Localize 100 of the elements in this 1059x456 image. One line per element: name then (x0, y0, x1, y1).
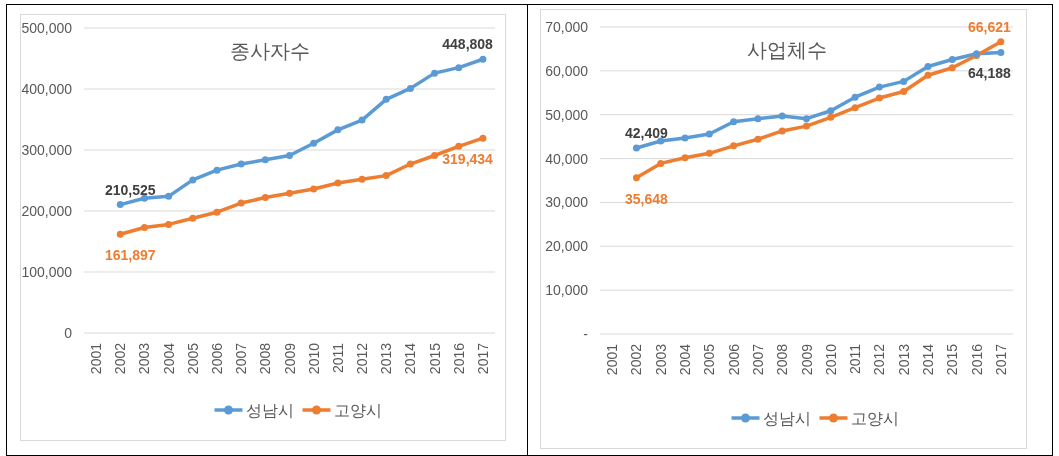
x-tick-label: 2011 (329, 342, 346, 374)
point (310, 185, 318, 193)
x-tick-label: 2007 (233, 342, 250, 375)
data-label: 64,188 (968, 65, 1012, 82)
y-tick-label: 70,000 (545, 19, 589, 35)
y-tick-label: 300,000 (21, 142, 73, 158)
point (851, 104, 859, 112)
point (189, 214, 197, 222)
text: 사업체수 (746, 39, 827, 61)
x-tick-label: 2002 (112, 342, 129, 375)
x-tick-label: 2004 (677, 343, 694, 376)
point (948, 64, 956, 72)
y-tick-label: 500,000 (21, 20, 73, 36)
point (924, 62, 932, 70)
point (455, 64, 463, 72)
point (237, 199, 245, 207)
x-tick-label: 2014 (402, 342, 419, 375)
x-tick-label: 2008 (774, 343, 791, 376)
x-tick-label: 2006 (725, 343, 742, 376)
point (479, 55, 487, 63)
point (705, 149, 713, 157)
x-tick-label: 2009 (798, 343, 815, 376)
y-tick-label: 60,000 (545, 62, 589, 79)
point (358, 116, 366, 124)
point (237, 160, 245, 168)
x-tick-label: 2010 (822, 343, 839, 376)
point (900, 87, 908, 95)
x-tick-label: 2010 (305, 342, 322, 375)
point (455, 142, 463, 150)
point (310, 139, 318, 147)
x-tick-label: 2008 (257, 342, 274, 375)
x-tick-label: 2017 (474, 342, 491, 375)
legend-label: 고양시 (333, 402, 382, 419)
y-tick-label: 400,000 (21, 81, 73, 97)
y-tick-label: 50,000 (545, 106, 589, 123)
point (754, 135, 762, 143)
point (875, 83, 883, 91)
point (632, 174, 640, 182)
point (382, 172, 390, 180)
point (681, 134, 689, 142)
x-tick-label: 2012 (354, 342, 371, 375)
point (730, 142, 738, 150)
y-tick-label: 100,000 (21, 264, 73, 280)
y-tick-label: 200,000 (21, 203, 73, 219)
point (875, 94, 883, 102)
point (286, 151, 293, 159)
y-tick-label: 0 (64, 325, 73, 341)
point (924, 71, 932, 79)
data-label: 448,808 (442, 36, 494, 53)
point (948, 55, 956, 63)
point (165, 220, 173, 228)
point (382, 95, 390, 103)
x-tick-label: 2016 (968, 343, 985, 376)
point (116, 201, 124, 209)
x-tick-label: 2015 (944, 343, 961, 376)
x-tick-label: 2011 (847, 343, 864, 375)
x-tick-label: 2016 (450, 342, 467, 375)
point (213, 208, 221, 216)
y-tick-label: 20,000 (545, 238, 589, 255)
data-label: 66,621 (968, 18, 1012, 35)
x-tick-label: 2012 (871, 343, 888, 376)
y-tick-label: - (583, 326, 589, 342)
point (778, 112, 786, 120)
point (632, 144, 640, 152)
x-tick-label: 2002 (628, 343, 645, 376)
point (116, 230, 124, 238)
data-label: 35,648 (625, 190, 669, 207)
point (827, 113, 835, 121)
point (334, 179, 342, 187)
data-label: 319,434 (442, 151, 494, 168)
data-label: 161,897 (104, 247, 156, 264)
x-tick-label: 2001 (88, 342, 105, 375)
point (261, 156, 269, 164)
point (165, 192, 173, 200)
point (406, 84, 414, 92)
point (803, 115, 810, 123)
text: 종사자수 (229, 40, 310, 62)
point (140, 223, 148, 231)
x-tick-label: 2013 (378, 342, 395, 375)
x-tick-label: 2007 (749, 343, 766, 376)
legend-label: 성남시 (245, 402, 294, 419)
point (997, 48, 1005, 56)
point (900, 77, 908, 85)
point (189, 176, 197, 184)
x-tick-label: 2009 (281, 342, 298, 375)
x-tick-label: 2005 (701, 343, 718, 376)
point (479, 134, 487, 142)
data-label: 210,525 (104, 181, 156, 198)
y-tick-label: 40,000 (545, 150, 589, 167)
x-tick-label: 2005 (184, 342, 201, 375)
data-label: 42,409 (625, 125, 669, 142)
x-tick-label: 2013 (895, 343, 912, 376)
point (431, 69, 439, 77)
point (406, 160, 414, 168)
legend-label: 고양시 (850, 410, 899, 427)
x-tick-label: 2003 (652, 343, 669, 376)
point (431, 151, 439, 159)
point (681, 154, 689, 162)
point (213, 166, 221, 174)
x-tick-label: 2006 (208, 342, 225, 375)
